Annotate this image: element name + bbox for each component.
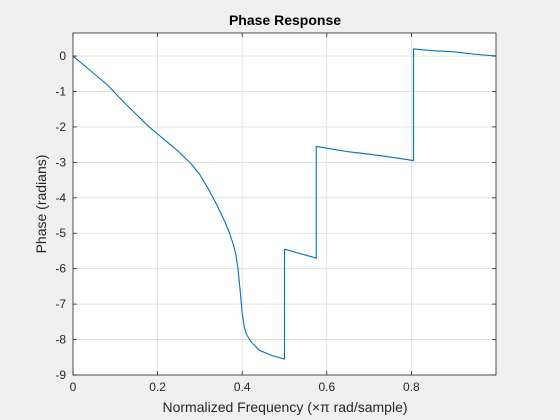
chart-title: Phase Response: [229, 12, 341, 28]
y-tick-label: -5: [55, 226, 66, 240]
plot-frame: [72, 32, 497, 376]
phase-series-line: [72, 48, 497, 360]
y-axis-label: Phase (radians): [33, 155, 49, 254]
x-tick-label: 0.6: [318, 380, 335, 394]
y-tick-label: -3: [55, 155, 66, 169]
series-group: [72, 48, 497, 360]
x-axis-label: Normalized Frequency (×π rad/sample): [162, 399, 407, 415]
y-tick-label: 0: [59, 49, 66, 63]
x-tick-label: 0.2: [149, 380, 166, 394]
y-tick-label: -4: [55, 191, 66, 205]
y-tick-label: -9: [55, 368, 66, 382]
y-tick-label: -2: [55, 120, 66, 134]
x-tick-label: 0: [70, 380, 77, 394]
y-tick-label: -7: [55, 297, 66, 311]
axis-ticks: 0 0.2 0.4 0.6 0.8 0 -1 -2 -3 -4 -5 -6 -7 -8 -9: [55, 33, 496, 394]
x-tick-label: 0.4: [234, 380, 251, 394]
y-tick-label: -1: [55, 84, 66, 98]
y-tick-label: -8: [55, 333, 66, 347]
x-tick-label: 0.8: [403, 380, 420, 394]
y-tick-label: -6: [55, 262, 66, 276]
